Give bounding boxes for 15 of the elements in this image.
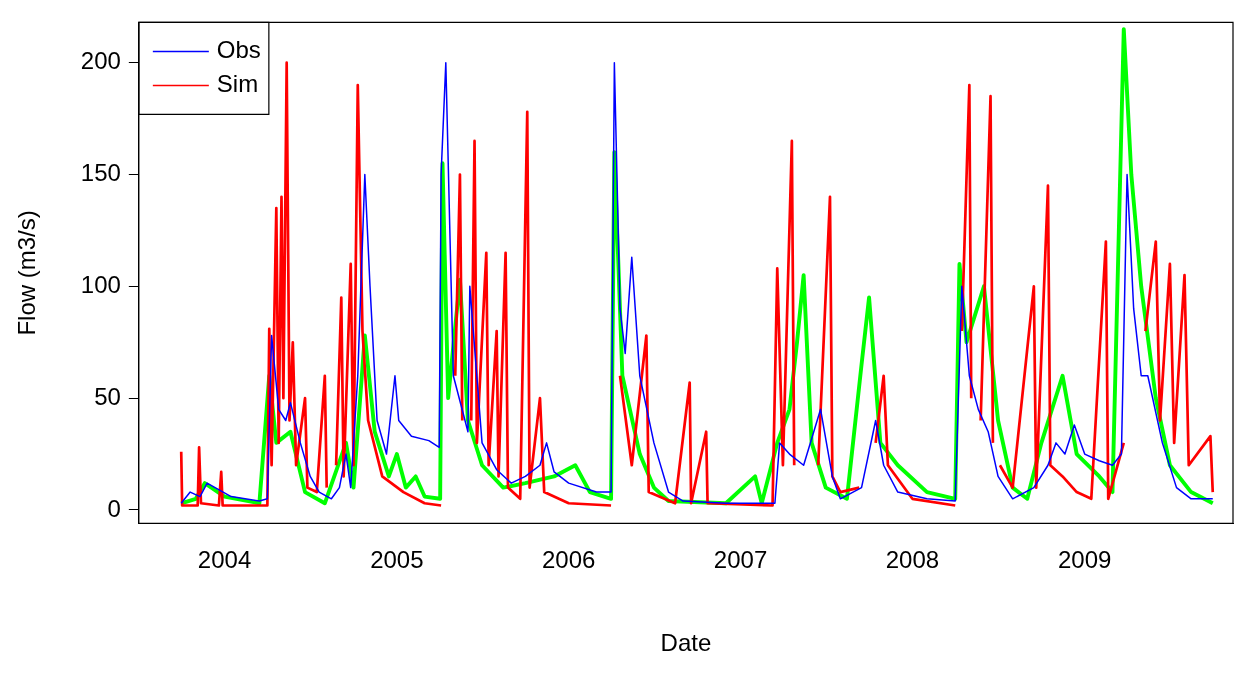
x-axis-title: Date [660, 629, 712, 657]
y-tick-label: 0 [107, 494, 121, 522]
y-tick-label: 200 [80, 47, 121, 75]
y-tick-label: 150 [80, 159, 121, 187]
y-tick-label: 100 [80, 270, 121, 298]
x-tick-label: 2007 [713, 546, 768, 574]
legend-label: Obs [216, 36, 261, 64]
x-tick-label: 2008 [885, 546, 940, 574]
x-tick-label: 2005 [370, 546, 424, 574]
x-tick-label: 2004 [197, 546, 252, 574]
x-tick-label: 2009 [1058, 546, 1112, 574]
y-axis-title: Flow (m3/s) [13, 210, 41, 336]
legend-label: Sim [216, 70, 259, 98]
y-tick-label: 50 [94, 382, 121, 410]
x-tick-label: 2006 [542, 546, 596, 574]
